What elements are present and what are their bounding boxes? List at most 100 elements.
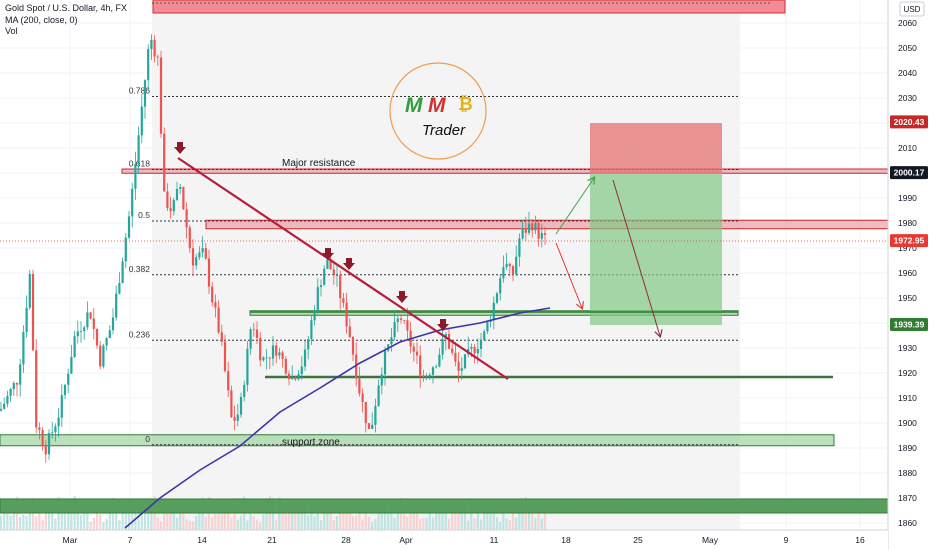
price-tick-label: 1910 — [898, 393, 917, 403]
candle-body — [351, 337, 355, 355]
candle-body — [25, 307, 28, 332]
candle-body — [463, 354, 467, 369]
volume-bar — [214, 503, 217, 530]
candle-body — [255, 329, 259, 338]
volume-bar — [70, 512, 73, 530]
down-arrow-markers — [174, 142, 449, 331]
candle-body — [95, 328, 99, 346]
candle-body — [140, 106, 143, 136]
volume-bar — [489, 498, 492, 530]
price-tick-label: 1990 — [898, 193, 917, 203]
candle-body — [169, 208, 172, 212]
volume-bar — [422, 518, 425, 530]
volume-bar — [124, 498, 127, 530]
candle-body — [134, 163, 137, 189]
time-tick-label: Mar — [63, 535, 78, 545]
price-tick-label: 1870 — [898, 493, 917, 503]
down-arrow-icon — [437, 319, 449, 331]
volume-bar — [191, 521, 195, 530]
candle-body — [313, 311, 316, 321]
candle-body — [505, 263, 508, 268]
volume-bar — [9, 515, 12, 530]
volume-bar — [175, 517, 179, 530]
candle-body — [150, 39, 153, 49]
time-tick-label: 14 — [197, 535, 207, 545]
volume-bar — [47, 509, 51, 530]
volume-bar — [441, 508, 444, 530]
price-label-badge — [890, 115, 928, 129]
volume-bar — [204, 516, 207, 530]
candle-body — [230, 390, 233, 417]
down-arrow-icon — [322, 248, 334, 260]
volume-bar — [19, 517, 22, 530]
candle-body — [9, 388, 12, 396]
trader-logo: M M ₿ Trader — [389, 62, 487, 160]
volume-bar — [131, 504, 134, 530]
volume-bar — [108, 502, 111, 530]
ma-indicator-label[interactable]: MA (200, close, 0) — [5, 14, 78, 25]
candle-body — [454, 352, 457, 362]
candle-body — [425, 376, 428, 378]
candle-body — [310, 320, 313, 340]
symbol-title[interactable]: Gold Spot / U.S. Dollar, 4h, FX — [5, 3, 128, 13]
time-axis[interactable] — [0, 530, 888, 550]
candle-body — [115, 293, 118, 318]
candle-body — [438, 354, 441, 367]
volume-bar — [374, 518, 377, 530]
volume-bar — [403, 513, 406, 530]
volume-bar — [291, 512, 294, 530]
candle-body — [63, 384, 67, 396]
volume-bar — [415, 506, 419, 530]
candle-body — [307, 339, 310, 350]
candle-body — [15, 383, 19, 385]
volume-bar — [86, 500, 89, 530]
volume-bar — [364, 499, 367, 530]
usd-badge: USD — [899, 1, 925, 17]
price-axis[interactable] — [888, 0, 932, 550]
candle-body — [479, 339, 483, 349]
price-tick-label: 1860 — [898, 518, 917, 528]
volume-bar — [185, 519, 188, 530]
volume-bar — [313, 516, 316, 530]
volume-bar — [297, 511, 300, 530]
volume-bar — [537, 503, 540, 530]
volume-bar — [271, 498, 275, 530]
candle-body — [220, 332, 223, 342]
volume-bar — [518, 502, 521, 530]
candle-body — [143, 80, 147, 107]
volume-label[interactable]: Vol — [5, 26, 18, 36]
volume-bar — [380, 503, 383, 530]
down-arrow-icon — [396, 291, 408, 303]
candle-body — [543, 233, 547, 235]
volume-bar — [259, 521, 262, 530]
volume-bar — [329, 501, 332, 530]
volume-bar — [470, 498, 473, 530]
candle-body — [367, 423, 371, 429]
candle-body — [207, 258, 211, 287]
time-tick-label: 16 — [855, 535, 865, 545]
volume-bar — [230, 518, 233, 530]
candle-body — [403, 319, 406, 321]
volume-bar — [479, 519, 483, 530]
candle-body — [537, 222, 540, 239]
candle-body — [108, 330, 111, 339]
candle-body — [89, 312, 92, 319]
volume-bar — [358, 503, 361, 530]
volume-bar — [38, 505, 41, 530]
volume-bar — [367, 517, 371, 530]
candle-body — [239, 396, 243, 415]
candle-body — [22, 331, 25, 365]
volume-bar — [67, 502, 70, 530]
volume-bar — [419, 519, 422, 530]
volume-bar — [534, 517, 537, 530]
candle-body — [390, 337, 393, 345]
candle-body — [473, 346, 476, 354]
candle-body — [19, 364, 22, 385]
candle-body — [383, 350, 387, 375]
price-label-text: 1939.39 — [894, 320, 925, 330]
candle-body — [236, 414, 239, 421]
price-label-text: 2000.17 — [894, 168, 925, 178]
volume-bar — [115, 512, 118, 530]
volume-bar — [233, 497, 236, 530]
